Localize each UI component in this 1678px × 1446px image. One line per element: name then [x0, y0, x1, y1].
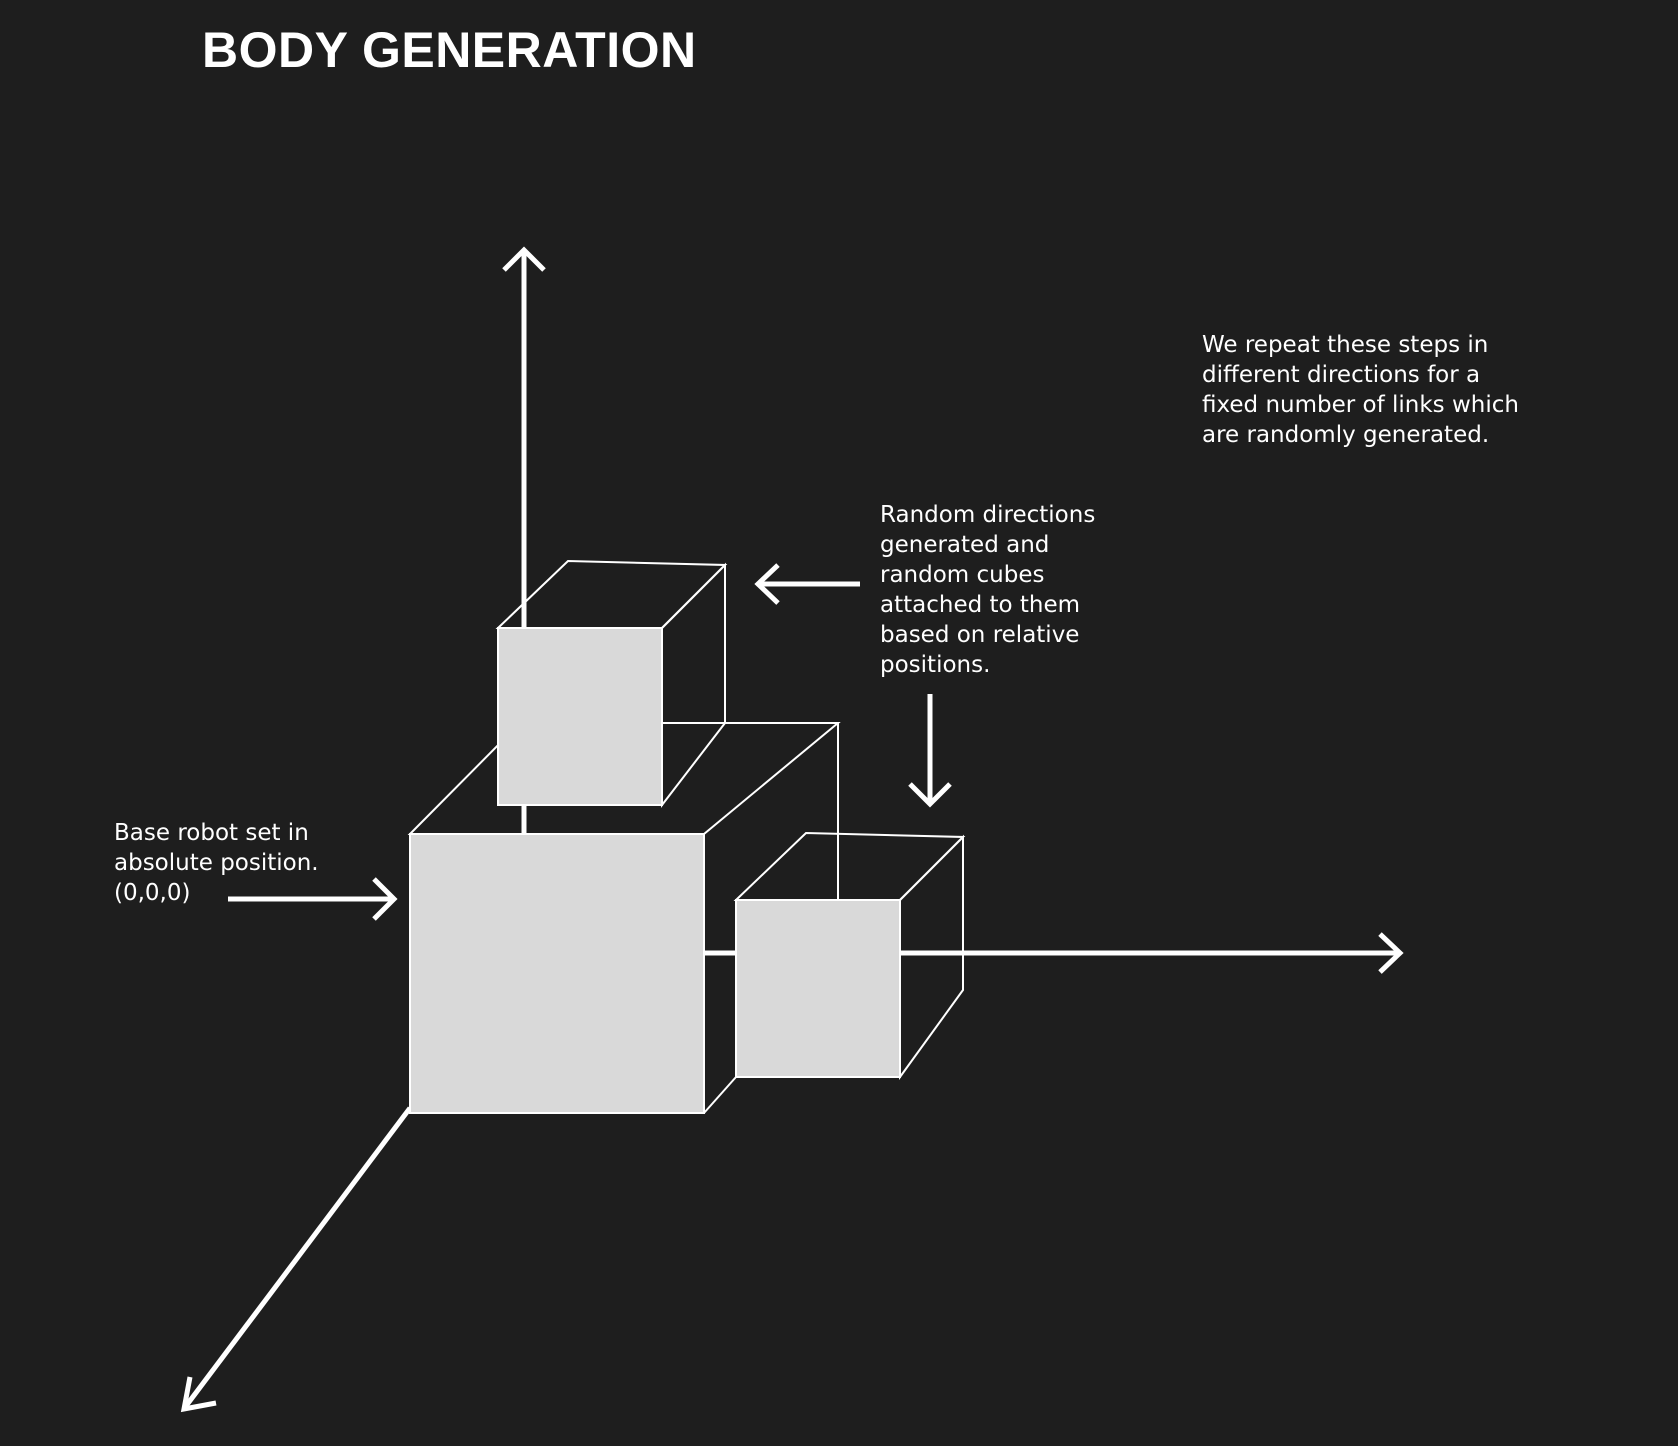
base-cube-bottom-edge [703, 1076, 737, 1114]
top-cube-top-face [495, 559, 728, 629]
random-directions-note-line: generated and [880, 532, 1050, 558]
top-cube-side-face [661, 562, 726, 808]
random-directions-note: Random directions generated and random c… [880, 500, 1095, 680]
x-axis-arrowhead [1378, 932, 1404, 974]
right-cube-side-face [899, 834, 964, 1081]
base-cube-front-face [409, 833, 705, 1114]
random-directions-note-line: random cubes [880, 562, 1045, 588]
y-axis-line [184, 1106, 412, 1408]
repeat-steps-note-line: are randomly generated. [1202, 422, 1490, 448]
random-directions-note-line: Random directions [880, 502, 1096, 528]
random-directions-note-line: positions. [880, 652, 991, 678]
repeat-steps-note: We repeat these steps in different direc… [1202, 330, 1519, 450]
base-robot-note-line: (0,0,0) [114, 880, 191, 906]
z-axis-arrowhead [502, 246, 546, 272]
y-axis-arrowhead [180, 1376, 217, 1413]
right-cube [733, 831, 966, 1081]
top-cube-pointer-arrow [754, 563, 860, 605]
random-directions-note-line: based on relative [880, 622, 1080, 648]
base-robot-note: Base robot set in absolute position. (0,… [114, 818, 319, 908]
random-directions-note-line: attached to them [880, 592, 1081, 618]
top-cube [495, 559, 728, 808]
page-title: BODY GENERATION [202, 22, 697, 78]
base-cube [407, 722, 841, 1114]
right-cube-front-face [735, 899, 901, 1078]
base-robot-pointer-arrow [228, 877, 398, 921]
base-robot-note-line: Base robot set in [114, 820, 309, 846]
repeat-steps-note-line: different directions for a [1202, 362, 1481, 388]
top-cube-front-face [497, 627, 663, 806]
repeat-steps-note-line: fixed number of links which [1202, 392, 1519, 418]
right-cube-top-face [733, 831, 966, 901]
base-robot-note-line: absolute position. [114, 850, 319, 876]
right-cube-pointer-arrow [908, 694, 952, 808]
repeat-steps-note-line: We repeat these steps in [1202, 332, 1489, 358]
